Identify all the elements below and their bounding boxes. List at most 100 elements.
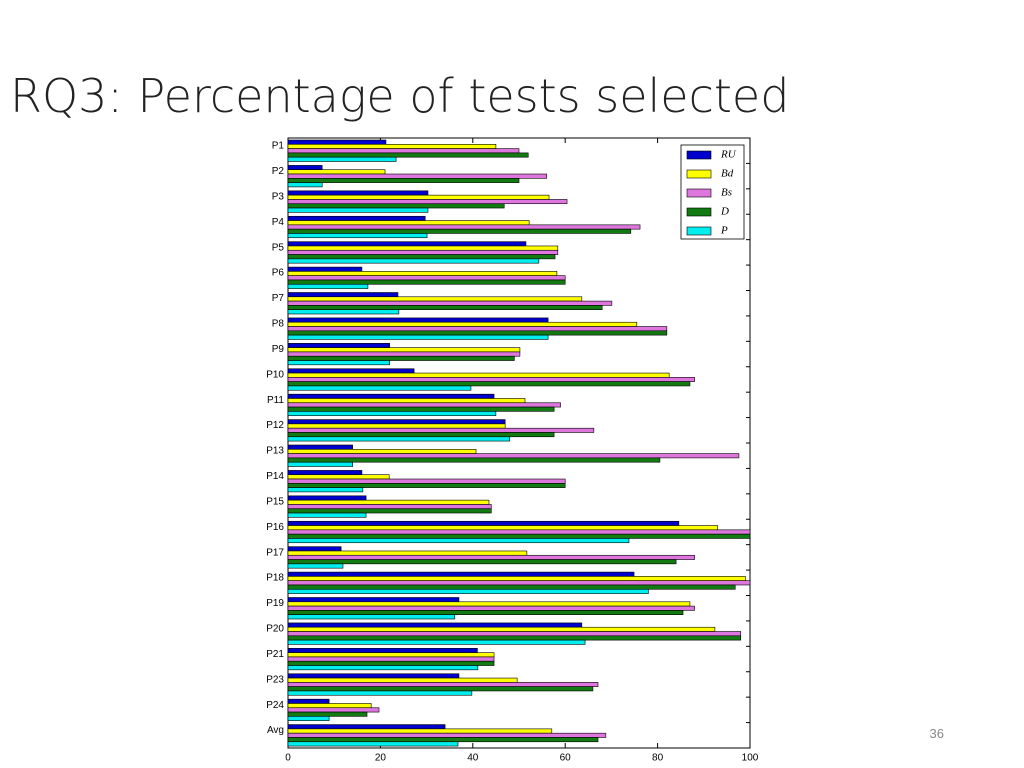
y-tick-label: P15 (266, 496, 284, 507)
bar (287, 677, 518, 683)
bar (287, 419, 506, 425)
bar (287, 597, 460, 603)
bar (287, 631, 742, 637)
bar (287, 741, 459, 747)
legend-swatch (686, 207, 712, 217)
bar (287, 156, 397, 162)
bar (287, 550, 528, 556)
bar (287, 178, 520, 183)
legend-swatch (686, 150, 712, 160)
bar (287, 436, 511, 442)
bar (287, 508, 492, 514)
bar (287, 639, 586, 645)
bar (287, 554, 695, 560)
bar (287, 529, 751, 535)
y-tick-label: P7 (272, 293, 285, 304)
bar (287, 385, 472, 391)
bar (287, 571, 635, 577)
y-tick-label: P16 (266, 522, 284, 533)
x-tick-label: 0 (285, 753, 291, 764)
bar (287, 152, 529, 158)
bar (287, 525, 718, 531)
bar (287, 444, 353, 450)
bar (287, 241, 527, 247)
y-tick-label: P24 (266, 700, 284, 711)
bar (287, 724, 446, 730)
legend-label: P (720, 225, 728, 237)
bar (287, 305, 603, 310)
bar (287, 144, 497, 149)
bar (287, 207, 429, 213)
y-tick-label: P6 (272, 268, 285, 279)
bar (287, 402, 561, 408)
x-tick-label: 80 (652, 753, 664, 764)
bar (287, 682, 599, 687)
y-tick-label: P21 (266, 649, 284, 660)
bar (287, 474, 390, 480)
bar (287, 283, 369, 289)
bar (287, 245, 559, 251)
bar (287, 148, 520, 154)
bar (287, 351, 521, 357)
bar (287, 228, 632, 234)
bar (287, 470, 363, 476)
y-tick-label: P8 (272, 319, 285, 330)
bar (287, 690, 473, 696)
bar (287, 588, 649, 594)
bar (287, 461, 353, 467)
bar (287, 182, 323, 188)
bar (287, 334, 549, 340)
slide-number: 36 (930, 726, 944, 741)
y-tick-label: P10 (266, 369, 284, 380)
bar (287, 711, 368, 717)
y-tick-label: P20 (266, 624, 284, 635)
bar (287, 406, 555, 412)
y-tick-label: P1 (272, 141, 285, 152)
bar (287, 190, 429, 196)
bar (287, 601, 691, 607)
bar (287, 622, 583, 628)
x-tick-label: 20 (375, 753, 387, 764)
bar (287, 220, 530, 226)
bar (287, 427, 595, 433)
bar (287, 199, 568, 205)
bar (287, 203, 505, 209)
bar (287, 533, 751, 539)
y-tick-label: P14 (266, 471, 284, 482)
bar (287, 656, 495, 662)
y-tick-label: P18 (266, 573, 284, 584)
bar (287, 165, 323, 171)
bar (287, 215, 426, 221)
y-tick-label: P11 (267, 395, 284, 406)
bar (287, 355, 515, 361)
bar (287, 673, 460, 679)
bar (287, 224, 641, 230)
bar (287, 292, 399, 298)
slide-title: RQ3: Percentage of tests selected (10, 69, 789, 123)
bar (287, 343, 390, 348)
bar (287, 393, 495, 399)
bar (287, 169, 386, 175)
bar (287, 457, 661, 463)
bar (287, 233, 428, 239)
bar (287, 347, 521, 353)
bar (287, 686, 594, 692)
bar (287, 576, 746, 581)
bar (287, 707, 380, 713)
bar (287, 648, 478, 653)
bar (287, 483, 566, 488)
x-tick-label: 40 (467, 753, 479, 764)
bar (287, 660, 495, 666)
bar (287, 512, 367, 518)
legend-label: Bd (721, 168, 734, 180)
bar (287, 448, 477, 454)
y-tick-label: P4 (272, 217, 285, 228)
y-tick-label: P13 (266, 446, 284, 457)
y-tick-label: P12 (266, 420, 284, 431)
bar (287, 249, 559, 255)
bar (287, 499, 490, 505)
bar (287, 698, 330, 704)
y-tick-label: P23 (266, 674, 284, 685)
bar (287, 139, 387, 145)
